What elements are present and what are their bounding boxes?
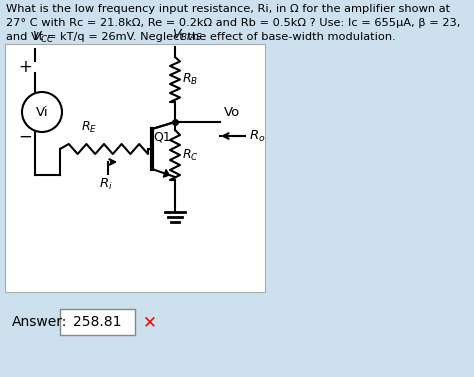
Text: ✕: ✕	[143, 313, 157, 331]
Bar	[60, 309, 135, 335]
Text: What is the low frequency input resistance, Ri, in Ω for the amplifier shown at: What is the low frequency input resistan…	[6, 4, 450, 14]
Text: Vi: Vi	[36, 106, 48, 118]
Text: $R_o$: $R_o$	[249, 129, 265, 144]
Text: $R_E$: $R_E$	[81, 120, 97, 135]
Text: $V_{BIAS}$: $V_{BIAS}$	[172, 28, 202, 43]
Text: $R_B$: $R_B$	[182, 72, 198, 87]
Text: Vo: Vo	[224, 106, 240, 119]
Text: Q1: Q1	[153, 131, 171, 144]
Text: −: −	[18, 128, 32, 146]
Text: $R_C$: $R_C$	[182, 147, 199, 162]
Text: $V_{CC}$: $V_{CC}$	[32, 30, 55, 45]
Text: 258.81: 258.81	[73, 315, 122, 329]
Text: +: +	[18, 58, 32, 76]
Text: $R_i$: $R_i$	[99, 177, 113, 192]
Text: and Vt = kT/q = 26mV. Neglect the effect of base-width modulation.: and Vt = kT/q = 26mV. Neglect the effect…	[6, 32, 396, 42]
Polygon shape	[164, 170, 169, 177]
Text: 27° C with Rc = 21.8kΩ, Re = 0.2kΩ and Rb = 0.5kΩ ? Use: Ic = 655μA, β = 23,: 27° C with Rc = 21.8kΩ, Re = 0.2kΩ and R…	[6, 18, 460, 28]
Text: Answer:: Answer:	[12, 315, 67, 329]
Bar	[5, 44, 265, 292]
